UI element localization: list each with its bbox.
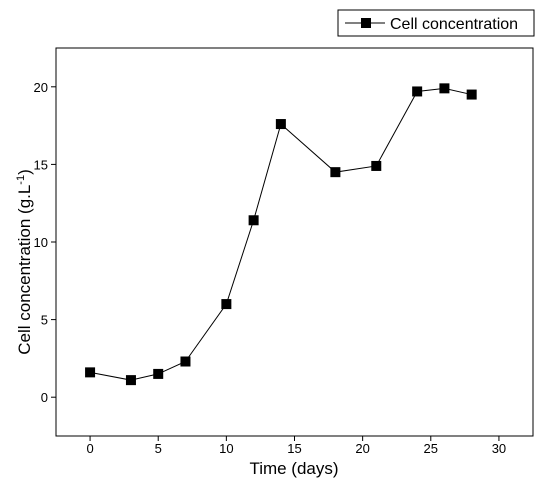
legend-marker-sample — [361, 18, 371, 28]
data-point-marker — [248, 215, 259, 226]
y-axis-label-main: Cell concentration (g.L — [15, 185, 34, 355]
data-point-marker — [85, 367, 96, 378]
y-axis-label-superscript: -1 — [15, 175, 27, 185]
data-point-marker — [221, 299, 232, 310]
x-tick-label: 15 — [287, 441, 301, 456]
y-axis-ticks: 0 5 10 15 20 — [34, 80, 56, 405]
y-tick-label: 5 — [41, 313, 48, 328]
data-point-marker — [330, 167, 341, 178]
x-tick-label: 10 — [219, 441, 233, 456]
legend: Cell concentration — [337, 9, 535, 37]
data-point-marker — [153, 368, 164, 379]
x-tick-label: 25 — [424, 441, 438, 456]
y-tick-label: 15 — [34, 157, 48, 172]
x-tick-label: 30 — [492, 441, 506, 456]
y-tick-label: 20 — [34, 80, 48, 95]
x-tick-label: 0 — [86, 441, 93, 456]
data-point-marker — [439, 83, 450, 94]
y-tick-label: 0 — [41, 390, 48, 405]
data-point-marker — [371, 160, 382, 171]
data-point-marker — [180, 356, 191, 367]
x-tick-label: 5 — [155, 441, 162, 456]
data-point-marker — [466, 89, 477, 100]
data-point-marker — [125, 375, 136, 386]
x-tick-label: 20 — [355, 441, 369, 456]
y-axis-label-close: ) — [15, 169, 34, 175]
data-point-marker — [412, 86, 423, 97]
series-line — [89, 87, 472, 381]
legend-entry: Cell concentration — [390, 16, 518, 33]
series-layer — [85, 83, 477, 386]
data-point-marker — [275, 119, 286, 130]
y-axis-label: Cell concentration (g.L-1) — [15, 169, 34, 355]
x-axis-ticks: 0 5 10 15 20 25 30 — [86, 436, 506, 456]
x-axis-label: Time (days) — [249, 459, 338, 478]
y-tick-label: 10 — [34, 235, 48, 250]
